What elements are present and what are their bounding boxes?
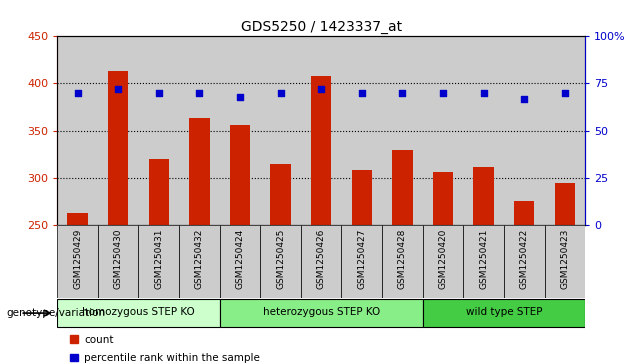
Text: percentile rank within the sample: percentile rank within the sample bbox=[84, 353, 260, 363]
Point bbox=[275, 90, 286, 96]
Bar bbox=[260, 36, 301, 225]
Text: GSM1250423: GSM1250423 bbox=[560, 229, 569, 289]
FancyBboxPatch shape bbox=[342, 225, 382, 298]
Text: GSM1250426: GSM1250426 bbox=[317, 229, 326, 289]
FancyBboxPatch shape bbox=[139, 225, 179, 298]
Bar bbox=[504, 36, 544, 225]
Point bbox=[194, 90, 204, 96]
FancyBboxPatch shape bbox=[423, 225, 463, 298]
FancyBboxPatch shape bbox=[57, 299, 219, 327]
Text: GSM1250428: GSM1250428 bbox=[398, 229, 407, 289]
Point bbox=[73, 90, 83, 96]
Bar bbox=[463, 36, 504, 225]
Bar bbox=[423, 36, 463, 225]
Point bbox=[113, 86, 123, 92]
Text: GSM1250425: GSM1250425 bbox=[276, 229, 285, 289]
Bar bbox=[352, 170, 372, 225]
Text: count: count bbox=[84, 335, 113, 345]
FancyBboxPatch shape bbox=[382, 225, 423, 298]
FancyBboxPatch shape bbox=[301, 225, 342, 298]
FancyBboxPatch shape bbox=[260, 225, 301, 298]
Text: GSM1250429: GSM1250429 bbox=[73, 229, 82, 289]
Text: genotype/variation: genotype/variation bbox=[6, 308, 106, 318]
Text: GSM1250432: GSM1250432 bbox=[195, 229, 204, 289]
Point bbox=[478, 90, 488, 96]
Bar bbox=[392, 150, 413, 225]
FancyBboxPatch shape bbox=[219, 225, 260, 298]
Point bbox=[316, 86, 326, 92]
Bar bbox=[179, 36, 219, 225]
Bar bbox=[433, 172, 453, 225]
FancyBboxPatch shape bbox=[179, 225, 219, 298]
Bar bbox=[190, 118, 209, 225]
Bar bbox=[342, 36, 382, 225]
FancyBboxPatch shape bbox=[544, 225, 585, 298]
FancyBboxPatch shape bbox=[504, 225, 544, 298]
Point bbox=[398, 90, 408, 96]
Bar bbox=[219, 36, 260, 225]
Bar bbox=[57, 36, 98, 225]
Bar bbox=[473, 167, 494, 225]
Bar bbox=[270, 164, 291, 225]
Text: GSM1250431: GSM1250431 bbox=[155, 229, 163, 289]
Bar bbox=[514, 201, 534, 225]
Text: heterozygous STEP KO: heterozygous STEP KO bbox=[263, 306, 380, 317]
FancyBboxPatch shape bbox=[219, 299, 423, 327]
Bar bbox=[149, 159, 169, 225]
Bar bbox=[139, 36, 179, 225]
Bar bbox=[311, 76, 331, 225]
FancyBboxPatch shape bbox=[57, 225, 98, 298]
Point bbox=[357, 90, 367, 96]
Text: GSM1250430: GSM1250430 bbox=[114, 229, 123, 289]
Text: wild type STEP: wild type STEP bbox=[466, 306, 542, 317]
FancyBboxPatch shape bbox=[463, 225, 504, 298]
Text: GSM1250422: GSM1250422 bbox=[520, 229, 529, 289]
Point bbox=[154, 90, 164, 96]
Text: GSM1250427: GSM1250427 bbox=[357, 229, 366, 289]
Point bbox=[560, 90, 570, 96]
Bar bbox=[230, 125, 250, 225]
Point bbox=[235, 94, 245, 99]
Title: GDS5250 / 1423337_at: GDS5250 / 1423337_at bbox=[240, 20, 402, 34]
Text: GSM1250420: GSM1250420 bbox=[438, 229, 448, 289]
Bar bbox=[301, 36, 342, 225]
Bar bbox=[108, 71, 128, 225]
FancyBboxPatch shape bbox=[423, 299, 585, 327]
Bar bbox=[555, 183, 575, 225]
Text: homozygous STEP KO: homozygous STEP KO bbox=[82, 306, 195, 317]
Text: GSM1250424: GSM1250424 bbox=[235, 229, 244, 289]
Bar bbox=[382, 36, 423, 225]
Text: GSM1250421: GSM1250421 bbox=[479, 229, 488, 289]
Point bbox=[519, 96, 529, 102]
FancyBboxPatch shape bbox=[98, 225, 139, 298]
Bar bbox=[98, 36, 139, 225]
Bar bbox=[544, 36, 585, 225]
Point bbox=[438, 90, 448, 96]
Bar bbox=[67, 213, 88, 225]
